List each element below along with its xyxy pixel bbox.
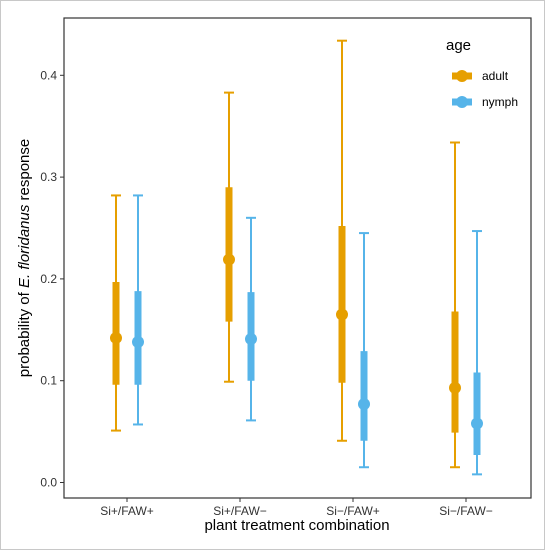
x-tick-label: Si+/FAW− — [213, 504, 267, 518]
legend: age adult nymph — [446, 37, 518, 109]
adult-point-estimate — [336, 308, 348, 321]
x-tick-label: Si−/FAW− — [439, 504, 493, 518]
legend-key-point-adult — [456, 70, 468, 82]
legend-title: age — [446, 37, 471, 54]
nymph-point-estimate — [471, 417, 483, 430]
legend-label-nymph: nymph — [482, 95, 518, 109]
y-tick-label: 0.4 — [40, 68, 57, 82]
y-axis-title: probability of E. floridanus response — [16, 139, 33, 377]
nymph-point-estimate — [245, 332, 257, 345]
y-tick-label: 0.0 — [40, 476, 57, 490]
x-axis: Si+/FAW+ Si+/FAW− Si−/FAW+ Si−/FAW− — [100, 498, 493, 518]
x-tick-label: Si−/FAW+ — [326, 504, 380, 518]
y-tick-label: 0.1 — [40, 374, 57, 388]
adult-point-estimate — [449, 381, 461, 394]
y-tick-label: 0.2 — [40, 272, 57, 286]
legend-key-point-nymph — [456, 96, 468, 108]
y-axis-title-species: E. floridanus — [16, 204, 33, 288]
legend-label-adult: adult — [482, 69, 509, 83]
y-tick-label: 0.3 — [40, 170, 57, 184]
nymph-point-estimate — [132, 336, 144, 349]
x-axis-title: plant treatment combination — [204, 517, 389, 534]
nymph-point-estimate — [358, 398, 370, 411]
plot-panel — [63, 17, 532, 499]
adult-point-estimate — [110, 331, 122, 344]
x-tick-label: Si+/FAW+ — [100, 504, 154, 518]
y-axis: 0.0 0.1 0.2 0.3 0.4 — [40, 68, 64, 490]
adult-point-estimate — [223, 253, 235, 266]
y-axis-title-suffix: response — [16, 139, 33, 205]
y-axis-title-prefix: probability of — [16, 288, 33, 377]
data-marks — [110, 39, 483, 476]
